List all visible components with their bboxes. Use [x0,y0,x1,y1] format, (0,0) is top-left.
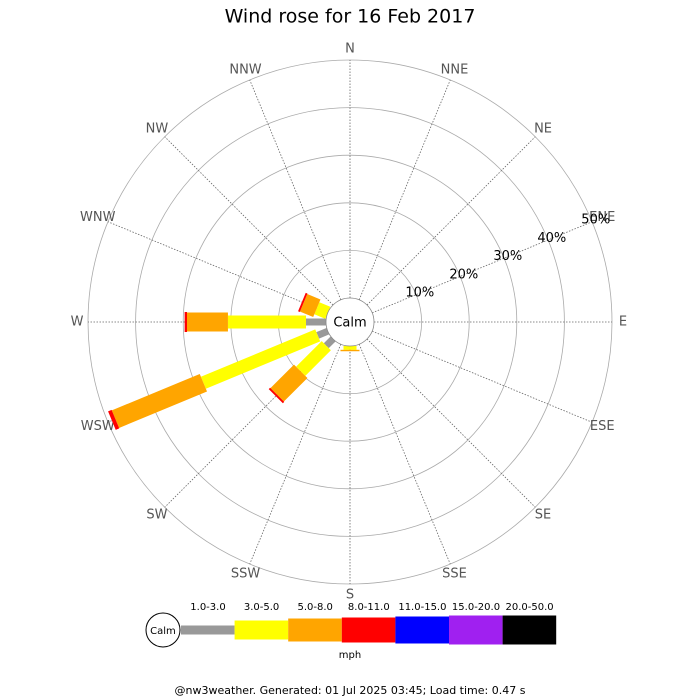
legend-swatch [449,615,503,645]
direction-label: ENE [589,210,615,225]
direction-label: SSE [442,567,467,582]
legend-swatch [341,617,396,643]
legend-unit: mph [339,650,361,661]
spoke [372,221,593,314]
spoke [358,344,451,565]
legend-label: 1.0-3.0 [190,602,225,613]
bar-segment [316,327,330,339]
bar-segment [340,349,360,352]
legend-swatch [181,625,235,635]
spoke [372,330,593,423]
spoke [249,79,342,300]
spoke [164,136,334,306]
spoke [358,79,451,300]
bars [108,292,360,430]
legend-swatch [234,620,289,640]
bar-segment [296,341,331,376]
chart-title: Wind rose for 16 Feb 2017 [225,6,476,28]
direction-label: ESE [590,419,615,434]
direction-label: SE [535,508,551,523]
bar-segment [184,312,188,332]
bar-segment [227,315,307,329]
grid-ring [182,154,518,490]
legend-label: 5.0-8.0 [297,602,332,613]
bar-segment [323,336,336,349]
bar-segment [298,292,308,313]
legend-calm-label: Calm [150,626,176,637]
bar-segment [270,364,308,402]
direction-label: NW [146,121,169,136]
legend-swatch [502,615,557,645]
direction-label: E [619,315,627,330]
r-tick-label: 30% [493,249,522,264]
direction-label: NE [534,121,552,136]
direction-label: WNW [80,210,116,225]
bar-segment [111,373,208,428]
spoke [249,344,342,565]
r-tick-label: 20% [449,267,478,282]
legend-label: 20.0-50.0 [506,602,554,613]
direction-label: S [346,588,354,603]
legend-swatch [288,618,342,642]
legend-calm [145,612,181,648]
direction-label: SSW [231,567,261,582]
spoke [366,136,536,306]
direction-label: WSW [81,419,115,434]
bar-segment [343,346,357,350]
bar-segment [108,409,120,430]
spoke [366,338,536,508]
direction-label: W [71,315,84,330]
legend-swatch [395,616,449,644]
legend-label: 3.0-5.0 [244,602,279,613]
r-tick-label: 50% [581,213,610,228]
bar-segment [300,294,321,318]
bar-segment [187,312,228,332]
bar-segment [200,329,321,389]
spoke [107,221,328,314]
direction-label: NNE [441,62,469,77]
bar-segment [314,302,331,319]
calm-circle [325,297,375,347]
legend-label: 11.0-15.0 [398,602,446,613]
r-tick-label: 40% [537,231,566,246]
legend-label: 8.0-11.0 [348,602,390,613]
bar-segment [268,387,285,404]
direction-label: SW [146,508,167,523]
direction-label: N [345,42,355,57]
calm-label: Calm [333,316,366,331]
legend-label: 15.0-20.0 [452,602,500,613]
r-tick-label: 10% [405,286,434,301]
footer: @nw3weather. Generated: 01 Jul 2025 03:4… [175,684,526,697]
direction-label: NNW [229,62,261,77]
bar-segment [306,318,326,326]
